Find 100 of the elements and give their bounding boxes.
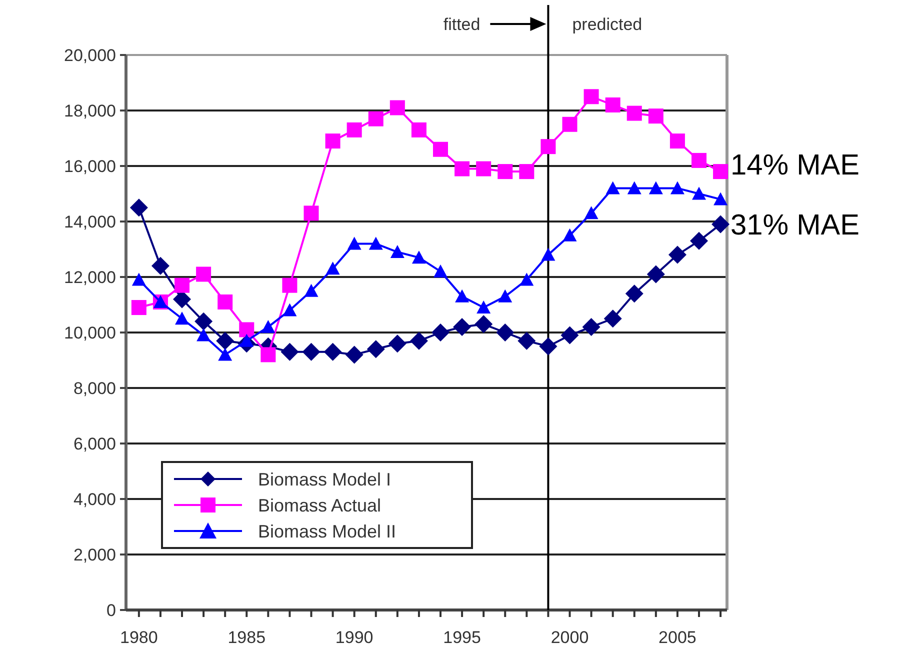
x-tick-label: 1995 <box>443 628 481 647</box>
point <box>648 108 664 124</box>
point <box>368 111 384 126</box>
y-tick-label: 18,000 <box>64 101 116 120</box>
point <box>411 122 426 138</box>
point <box>390 245 404 258</box>
point <box>604 310 622 328</box>
point <box>325 134 340 149</box>
text: predicted <box>572 15 642 34</box>
y-tick-label: 12,000 <box>64 268 116 287</box>
point <box>540 139 556 154</box>
point <box>412 250 426 264</box>
point <box>670 181 684 194</box>
point <box>670 134 685 149</box>
point <box>714 192 728 206</box>
point <box>562 228 577 242</box>
point <box>606 181 620 194</box>
point <box>218 294 233 310</box>
point <box>368 236 383 250</box>
annotation: 14% MAE <box>730 149 860 182</box>
point <box>131 300 146 316</box>
point <box>366 340 385 358</box>
point <box>560 326 579 344</box>
point <box>194 312 213 330</box>
point <box>625 284 644 303</box>
point <box>584 89 599 104</box>
point <box>260 347 276 362</box>
point <box>196 266 212 282</box>
point <box>216 332 234 350</box>
point <box>626 106 642 121</box>
point <box>539 337 558 356</box>
point <box>668 246 686 264</box>
y-tick-label: 8,000 <box>73 378 116 398</box>
point <box>432 324 450 342</box>
y-tick-label: 2,000 <box>73 545 116 564</box>
point <box>474 315 493 334</box>
point <box>496 324 514 342</box>
text: fitted <box>443 15 480 34</box>
point <box>518 332 536 350</box>
point <box>302 342 320 361</box>
point <box>646 265 665 284</box>
y-tick-label: 4,000 <box>73 490 116 509</box>
point <box>174 278 190 293</box>
point <box>304 284 318 297</box>
annotation: 31% MAE <box>730 209 860 242</box>
point <box>390 100 405 116</box>
point <box>282 303 297 316</box>
point <box>562 116 578 132</box>
point <box>434 264 448 278</box>
point <box>541 248 556 261</box>
point <box>712 215 730 234</box>
point <box>455 289 470 302</box>
point <box>605 97 620 112</box>
point <box>410 332 428 350</box>
y-tick-label: 6,000 <box>73 434 116 454</box>
point <box>476 300 491 314</box>
point <box>498 164 513 180</box>
point <box>345 346 364 364</box>
point <box>282 278 298 293</box>
legend-label: Biomass Model II <box>258 521 396 542</box>
x-tick-label: 1990 <box>335 628 374 647</box>
point <box>196 328 211 342</box>
point <box>280 342 299 361</box>
point <box>324 342 342 361</box>
point <box>218 348 232 361</box>
point <box>132 272 146 286</box>
point <box>582 318 600 336</box>
point <box>346 122 362 138</box>
point <box>690 232 708 250</box>
x-tick-label: 1985 <box>228 628 266 647</box>
point <box>326 262 340 275</box>
y-tick-label: 14,000 <box>64 212 116 232</box>
point <box>261 320 276 333</box>
point <box>151 256 170 275</box>
y-tick-label: 10,000 <box>64 323 116 342</box>
point <box>175 312 190 325</box>
point <box>692 186 706 200</box>
y-tick-label: 16,000 <box>64 156 116 176</box>
point <box>433 142 448 157</box>
y-tick-label: 0 <box>106 600 116 620</box>
point <box>627 181 642 194</box>
point <box>713 164 728 180</box>
y-tick-label: 20,000 <box>64 46 116 65</box>
point <box>476 161 492 176</box>
x-tick-label: 1980 <box>120 628 158 647</box>
point <box>520 272 534 286</box>
legend-label: Biomass Model I <box>258 469 392 490</box>
x-tick-label: 2000 <box>550 628 589 647</box>
point <box>648 181 663 194</box>
point <box>584 206 598 220</box>
x-tick-label: 2005 <box>658 628 696 647</box>
point <box>519 164 534 180</box>
point <box>347 236 362 250</box>
point <box>498 289 512 302</box>
point <box>304 206 319 221</box>
point <box>691 152 706 168</box>
point <box>130 198 148 217</box>
point <box>239 322 254 338</box>
point <box>454 161 470 176</box>
legend-label: Biomass Actual <box>258 495 382 516</box>
